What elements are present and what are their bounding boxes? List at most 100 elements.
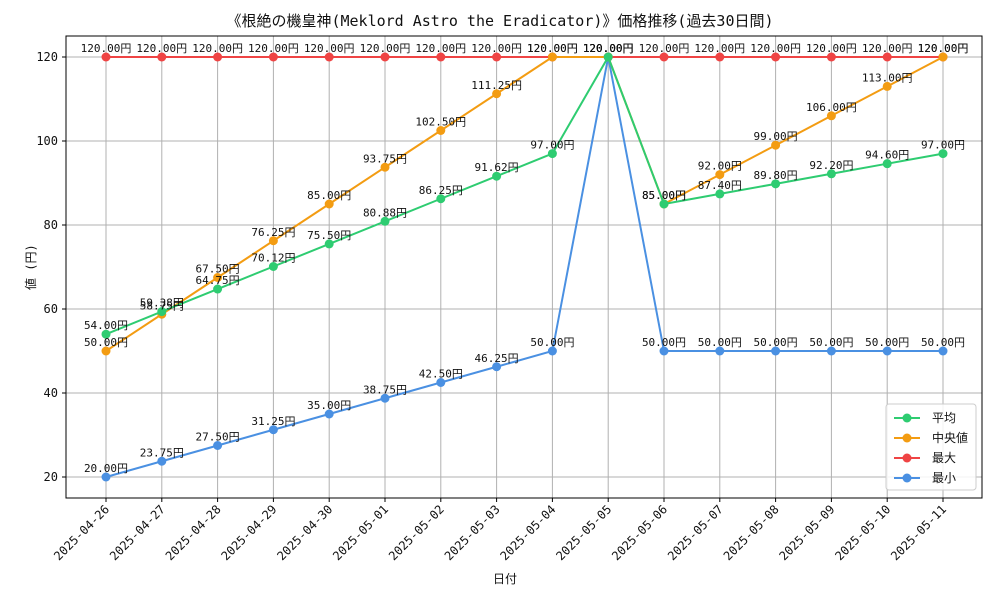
- x-tick-label: 2025-04-29: [219, 502, 280, 563]
- series-2-data-label: 120.00円: [81, 42, 132, 55]
- series-3-data-label: 50.00円: [530, 336, 574, 349]
- series-3-point: [715, 346, 725, 356]
- legend-box: [885, 403, 977, 491]
- series-3-data-label: 31.25円: [251, 415, 295, 428]
- x-tick-label: 2025-04-30: [274, 502, 335, 563]
- series-0-data-label: 59.38円: [140, 297, 184, 310]
- legend-label-1: 中央値: [932, 430, 968, 445]
- x-tick-label: 2025-04-28: [163, 502, 224, 563]
- series-0-data-label: 86.25円: [419, 184, 463, 197]
- plot-frame: [65, 35, 983, 499]
- series-1-data-label: 67.50円: [196, 263, 240, 276]
- series-0-data-label: 85.00円: [642, 189, 686, 202]
- series-3-point: [157, 456, 167, 466]
- series-2-point: [492, 52, 502, 62]
- series-2-data-label: 120.00円: [527, 42, 578, 55]
- series-3-data-label: 42.50円: [419, 368, 463, 381]
- series-1-point: [324, 199, 334, 209]
- x-tick-label: 2025-05-09: [777, 502, 838, 563]
- y-axis-label: 値 (円): [24, 244, 38, 290]
- series-1-point: [436, 126, 446, 135]
- x-tick-label: 2025-05-07: [665, 502, 726, 563]
- series-3-point: [213, 441, 223, 450]
- series-3-point: [380, 393, 390, 403]
- legend-marker: [902, 413, 912, 423]
- series-3-point: [659, 346, 669, 356]
- series-0-data-label: 120.00円: [583, 42, 634, 55]
- series-3-data-label: 50.00円: [698, 336, 742, 349]
- series-2-data-label: 120.00円: [471, 42, 522, 55]
- series-1-point: [715, 170, 725, 180]
- series-3-data-label: 20.00円: [84, 462, 128, 475]
- legend-label-0: 平均: [932, 411, 956, 425]
- x-tick-label: 2025-05-08: [721, 502, 782, 563]
- series-0-point: [938, 149, 948, 159]
- series-2-data-label: 120.00円: [360, 42, 411, 55]
- series-3-point: [547, 346, 557, 356]
- series-0-data-label: 80.88円: [363, 206, 407, 219]
- legend-label-2: 最大: [932, 451, 956, 465]
- series-0-data-label: 64.75円: [196, 274, 240, 287]
- x-tick-label: 2025-05-01: [330, 502, 391, 563]
- series-3-data-label: 35.00円: [307, 399, 351, 412]
- x-tick-label: 2025-05-04: [498, 502, 559, 563]
- series-3-data-label: 50.00円: [809, 336, 853, 349]
- series-2-data-label: 120.00円: [862, 42, 913, 55]
- series-0-data-label: 70.12円: [251, 251, 295, 264]
- series-0-data-label: 75.50円: [307, 229, 351, 242]
- series-1-point: [547, 52, 557, 62]
- series-2-data-label: 120.00円: [583, 42, 634, 55]
- series-1-data-label: 120.00円: [583, 42, 634, 55]
- series-0-point: [157, 307, 167, 317]
- series-2-data-label: 120.00円: [918, 42, 969, 55]
- series-3-point: [436, 378, 446, 387]
- y-tick-label: 60: [44, 302, 58, 316]
- series-0-point: [436, 194, 446, 204]
- y-tick-label: 40: [44, 386, 58, 400]
- legend-label-3: 最小: [932, 471, 956, 485]
- series-0-point: [492, 171, 502, 181]
- x-tick-label: 2025-05-10: [832, 502, 893, 563]
- series-0-data-label: 94.60円: [865, 149, 909, 162]
- series-0-point: [771, 179, 781, 189]
- series-3-point: [882, 346, 892, 356]
- x-tick-label: 2025-05-02: [386, 502, 447, 563]
- series-2-point: [771, 52, 781, 62]
- series-3-data-label: 50.00円: [865, 336, 909, 349]
- series-2-point: [268, 52, 278, 62]
- series-1-data-label: 106.00円: [806, 101, 857, 114]
- series-1-point: [938, 52, 948, 62]
- x-tick-label: 2025-04-26: [51, 502, 112, 563]
- series-0-point: [101, 329, 111, 339]
- series-3-point: [771, 346, 781, 356]
- series-0-data-label: 97.00円: [921, 139, 965, 152]
- series-0-point: [324, 239, 334, 249]
- legend-marker: [902, 453, 912, 463]
- series-2-data-label: 120.00円: [304, 42, 355, 55]
- series-2-data-label: 120.00円: [136, 42, 187, 55]
- series-2-data-label: 120.00円: [639, 42, 690, 55]
- series-1-point: [213, 273, 223, 282]
- series-0-point: [213, 284, 223, 294]
- y-tick-label: 80: [44, 218, 58, 232]
- series-line-0: [105, 54, 944, 336]
- series-1-point: [492, 89, 502, 99]
- x-tick-label: 2025-05-03: [442, 502, 503, 563]
- legend-marker: [902, 473, 912, 483]
- series-2-point: [157, 52, 167, 62]
- series-3-data-label: 38.75円: [363, 383, 407, 396]
- series-0-data-label: 91.62円: [475, 161, 519, 174]
- series-1-point: [826, 111, 836, 121]
- series-1-data-label: 120.00円: [918, 42, 969, 55]
- series-1-data-label: 102.50円: [415, 116, 466, 129]
- series-2-point: [882, 52, 892, 62]
- series-3-point: [324, 409, 334, 419]
- series-2-point: [324, 52, 334, 62]
- series-1-data-label: 111.25円: [471, 79, 522, 92]
- series-2-point: [715, 52, 725, 62]
- series-0-point: [826, 169, 836, 179]
- series-3-point: [101, 472, 111, 482]
- series-0-data-label: 87.40円: [698, 179, 742, 192]
- series-0-data-label: 92.20円: [809, 159, 853, 172]
